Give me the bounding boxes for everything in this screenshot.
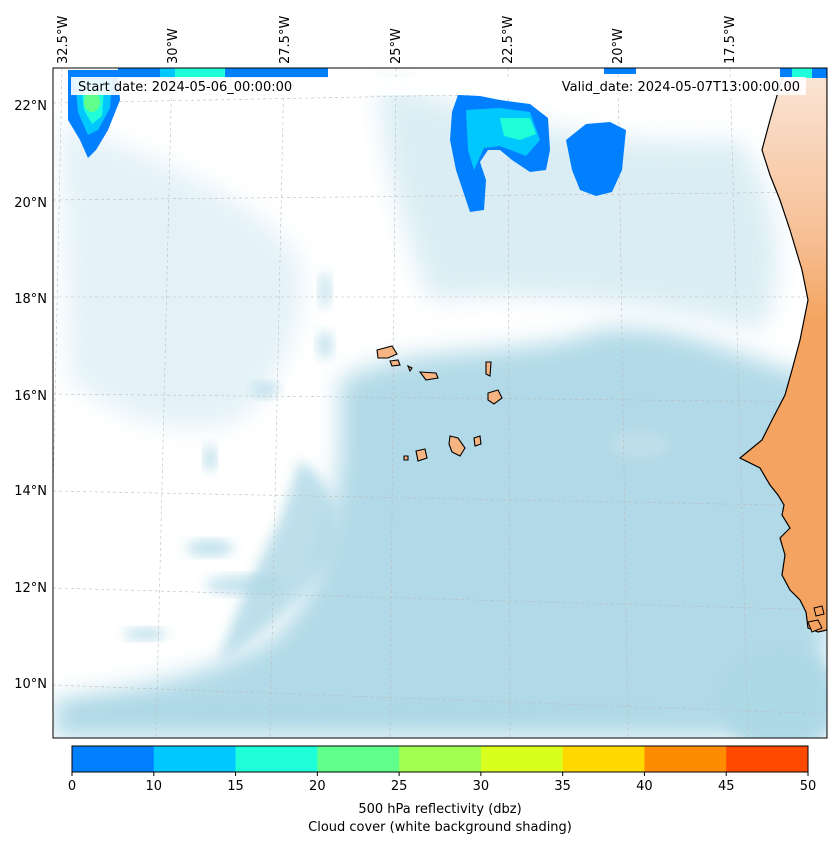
colorbar-swatch — [399, 746, 482, 772]
lon-label: 22.5°W — [501, 16, 516, 64]
lon-label: 32.5°W — [56, 16, 71, 64]
longitude-labels: 32.5°W 30°W 27.5°W 25°W 22.5°W 20°W 17.5… — [56, 16, 738, 64]
lon-label: 27.5°W — [278, 16, 293, 64]
lon-label: 25°W — [389, 28, 404, 64]
latitude-labels: 22°N 20°N 18°N 16°N 14°N 12°N 10°N — [14, 99, 47, 692]
lat-label: 10°N — [14, 677, 47, 692]
colorbar-tick-label: 25 — [391, 779, 408, 794]
colorbar-tick-label: 30 — [473, 779, 490, 794]
colorbar-tick-label: 40 — [636, 779, 653, 794]
colorbar-swatch — [480, 746, 564, 772]
cape-verde-islands — [376, 345, 503, 462]
lat-label: 18°N — [14, 292, 47, 307]
header-text: Start date: 2024-05-06_00:00:00 Valid_da… — [71, 77, 806, 95]
colorbar-tick-label: 50 — [800, 779, 817, 794]
valid-date-label: Valid_date: 2024-05-07T13:00:00.00 — [562, 80, 800, 95]
colorbar-swatch — [235, 746, 318, 772]
colorbar-swatch — [644, 746, 727, 772]
colorbar-swatches — [72, 746, 809, 772]
colorbar-swatch — [726, 746, 809, 772]
lon-label: 30°W — [166, 28, 181, 64]
colorbar-tick-label: 15 — [227, 779, 244, 794]
colorbar-tick-label: 35 — [554, 779, 571, 794]
land-africa — [738, 68, 827, 633]
map-area: Start date: 2024-05-06_00:00:00 Valid_da… — [53, 68, 827, 738]
colorbar-tick-label: 0 — [68, 779, 76, 794]
lat-label: 12°N — [14, 581, 47, 596]
colorbar-swatch — [72, 746, 155, 772]
map-frame — [52, 67, 828, 739]
land-bijagos — [807, 605, 825, 633]
lon-label: 20°W — [611, 28, 626, 64]
lat-label: 20°N — [14, 196, 47, 211]
colorbar-label-cloud-cover: Cloud cover (white background shading) — [308, 820, 572, 835]
colorbar-frame — [71, 745, 809, 773]
gridlines — [53, 68, 827, 738]
colorbar-swatch — [153, 746, 237, 772]
lon-label: 17.5°W — [723, 16, 738, 64]
lat-label: 22°N — [14, 99, 47, 114]
colorbar-tick-label: 10 — [146, 779, 163, 794]
colorbar-tick-label: 20 — [309, 779, 326, 794]
colorbar-swatch — [317, 746, 400, 772]
colorbar-ticks: 0 10 15 20 25 30 35 40 45 50 — [68, 772, 816, 794]
colorbar: 0 10 15 20 25 30 35 40 45 50 500 hPa reflectivity… — [68, 745, 816, 835]
lat-label: 16°N — [14, 389, 47, 404]
colorbar-tick-label: 45 — [718, 779, 735, 794]
colorbar-label-reflectivity: 500 hPa reflectivity (dbz) — [358, 802, 521, 817]
start-date-label: Start date: 2024-05-06_00:00:00 — [78, 80, 292, 95]
lat-label: 14°N — [14, 484, 47, 499]
colorbar-swatch — [562, 746, 645, 772]
